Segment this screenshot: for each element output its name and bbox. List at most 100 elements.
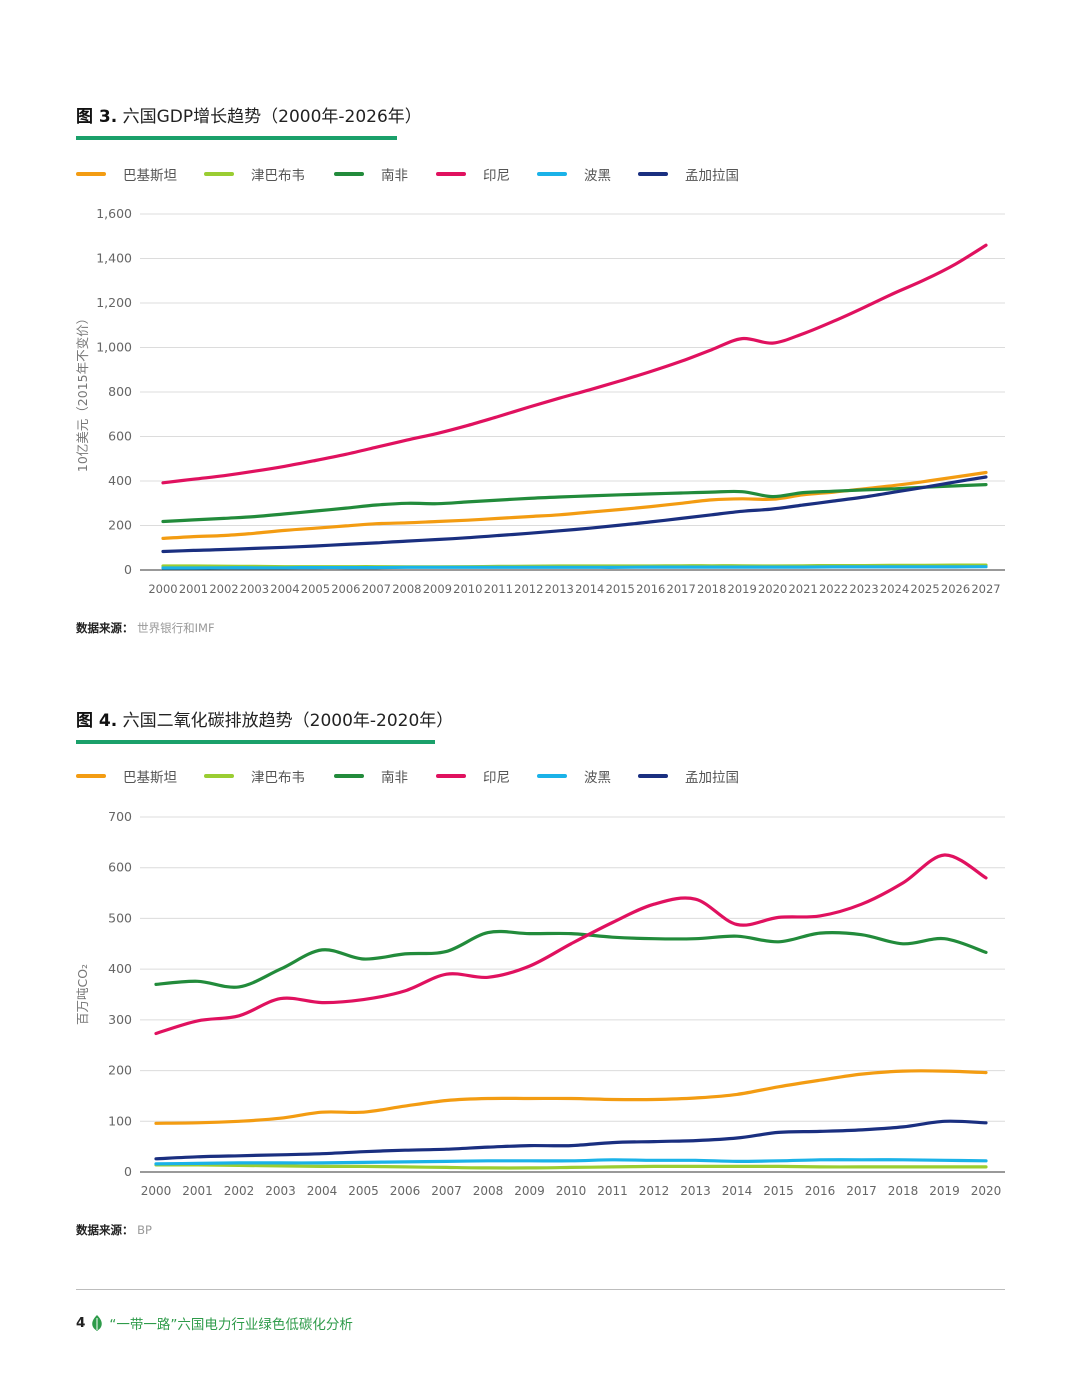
legend-label: 印尼 — [483, 168, 510, 184]
x-tick-label: 2000 — [141, 1184, 172, 1198]
legend-swatch — [436, 774, 466, 778]
legend-item-3: 印尼 — [436, 766, 510, 786]
x-tick-label: 2011 — [597, 1184, 628, 1198]
legend-swatch — [537, 172, 567, 176]
series-line-孟加拉国 — [161, 475, 988, 554]
fig3-source-label: 数据来源： — [76, 621, 134, 635]
footer-report-title: “一带一路”六国电力行业绿色低碳化分析 — [109, 1317, 353, 1333]
x-tick-label: 2026 — [941, 582, 970, 596]
y-tick-label: 700 — [108, 809, 132, 824]
legend-label: 南非 — [381, 770, 408, 786]
legend-label: 津巴布韦 — [251, 168, 305, 184]
legend-item-2: 南非 — [334, 164, 408, 184]
series-line-印尼 — [154, 853, 988, 1036]
legend-item-4: 波黑 — [537, 766, 611, 786]
x-tick-label: 2004 — [270, 582, 299, 596]
legend-item-1: 津巴布韦 — [204, 766, 305, 786]
fig4-title-underline — [76, 740, 435, 744]
y-tick-label: 0 — [124, 562, 132, 577]
y-tick-label: 400 — [108, 961, 132, 976]
x-tick-label: 2019 — [728, 582, 757, 596]
legend-swatch — [334, 172, 364, 176]
x-tick-label: 2014 — [722, 1184, 753, 1198]
series-line-南非 — [161, 483, 988, 524]
x-tick-label: 2022 — [819, 582, 848, 596]
series-line-波黑 — [154, 1158, 988, 1166]
legend-swatch — [76, 172, 106, 176]
y-axis-label: 10亿美元（2015年不变价） — [75, 312, 90, 472]
legend-label: 津巴布韦 — [251, 770, 305, 786]
fig3-source-text: 世界银行和IMF — [137, 621, 215, 635]
legend-swatch — [76, 774, 106, 778]
legend-item-1: 津巴布韦 — [204, 164, 305, 184]
x-tick-label: 2007 — [431, 1184, 462, 1198]
y-tick-label: 100 — [108, 1113, 132, 1128]
legend-label: 孟加拉国 — [685, 168, 739, 184]
legend-item-5: 孟加拉国 — [638, 164, 739, 184]
fig3-title-number: 图 3. — [76, 107, 118, 127]
fig4-legend: 巴基斯坦 津巴布韦 南非 印尼 波黑 孟加拉国 — [76, 766, 1036, 786]
fig4-title-text: 六国二氧化碳排放趋势（2000年-2020年） — [122, 711, 454, 731]
legend-label: 孟加拉国 — [685, 770, 739, 786]
legend-swatch — [204, 172, 234, 176]
page-number: 4 — [76, 1315, 86, 1331]
x-tick-label: 2027 — [971, 582, 1000, 596]
legend-label: 南非 — [381, 168, 408, 184]
x-tick-label: 2010 — [453, 582, 482, 596]
x-tick-label: 2017 — [667, 582, 696, 596]
x-tick-label: 2012 — [639, 1184, 670, 1198]
y-axis-label: 百万吨CO₂ — [75, 964, 90, 1025]
x-tick-label: 2006 — [390, 1184, 421, 1198]
x-tick-label: 2005 — [348, 1184, 379, 1198]
fig3-title: 图 3. 六国GDP增长趋势（2000年-2026年） — [76, 102, 422, 127]
legend-swatch — [436, 172, 466, 176]
x-tick-label: 2016 — [805, 1184, 836, 1198]
legend-label: 波黑 — [584, 168, 611, 184]
series-line-孟加拉国 — [154, 1119, 988, 1161]
x-tick-label: 2013 — [545, 582, 574, 596]
y-tick-label: 300 — [108, 1012, 132, 1027]
legend-swatch — [537, 774, 567, 778]
y-tick-label: 200 — [108, 518, 132, 533]
x-tick-label: 2002 — [209, 582, 238, 596]
x-tick-label: 2008 — [392, 582, 421, 596]
x-tick-label: 2001 — [179, 582, 208, 596]
legend-swatch — [204, 774, 234, 778]
x-tick-label: 2005 — [301, 582, 330, 596]
x-tick-label: 2011 — [484, 582, 513, 596]
x-tick-label: 2004 — [307, 1184, 338, 1198]
x-tick-label: 2018 — [697, 582, 726, 596]
legend-item-4: 波黑 — [537, 164, 611, 184]
x-tick-label: 2009 — [423, 582, 452, 596]
fig4-title: 图 4. 六国二氧化碳排放趋势（2000年-2020年） — [76, 706, 453, 731]
legend-label: 巴基斯坦 — [123, 770, 177, 786]
series-line-印尼 — [161, 243, 988, 485]
legend-label: 波黑 — [584, 770, 611, 786]
x-tick-label: 2008 — [473, 1184, 504, 1198]
x-tick-label: 2013 — [680, 1184, 711, 1198]
x-tick-label: 2024 — [880, 582, 909, 596]
x-tick-label: 2015 — [763, 1184, 794, 1198]
y-tick-label: 800 — [108, 384, 132, 399]
fig3-source: 数据来源： 世界银行和IMF — [76, 620, 215, 636]
y-tick-label: 1,600 — [96, 206, 132, 221]
x-tick-label: 2007 — [362, 582, 391, 596]
x-tick-label: 2000 — [148, 582, 177, 596]
leaf-icon — [92, 1315, 103, 1331]
legend-item-5: 孟加拉国 — [638, 766, 739, 786]
legend-swatch — [638, 774, 668, 778]
y-tick-label: 200 — [108, 1063, 132, 1078]
fig3-legend: 巴基斯坦 津巴布韦 南非 印尼 波黑 孟加拉国 — [76, 164, 1036, 184]
legend-item-0: 巴基斯坦 — [76, 164, 177, 184]
y-tick-label: 600 — [108, 429, 132, 444]
legend-label: 巴基斯坦 — [123, 168, 177, 184]
footer-divider — [76, 1289, 1005, 1290]
fig4-title-number: 图 4. — [76, 711, 118, 731]
x-tick-label: 2010 — [556, 1184, 587, 1198]
series-line-巴基斯坦 — [154, 1069, 988, 1125]
x-tick-label: 2003 — [240, 582, 269, 596]
y-tick-label: 500 — [108, 910, 132, 925]
fig4-source: 数据来源： BP — [76, 1222, 152, 1238]
x-tick-label: 2006 — [331, 582, 360, 596]
